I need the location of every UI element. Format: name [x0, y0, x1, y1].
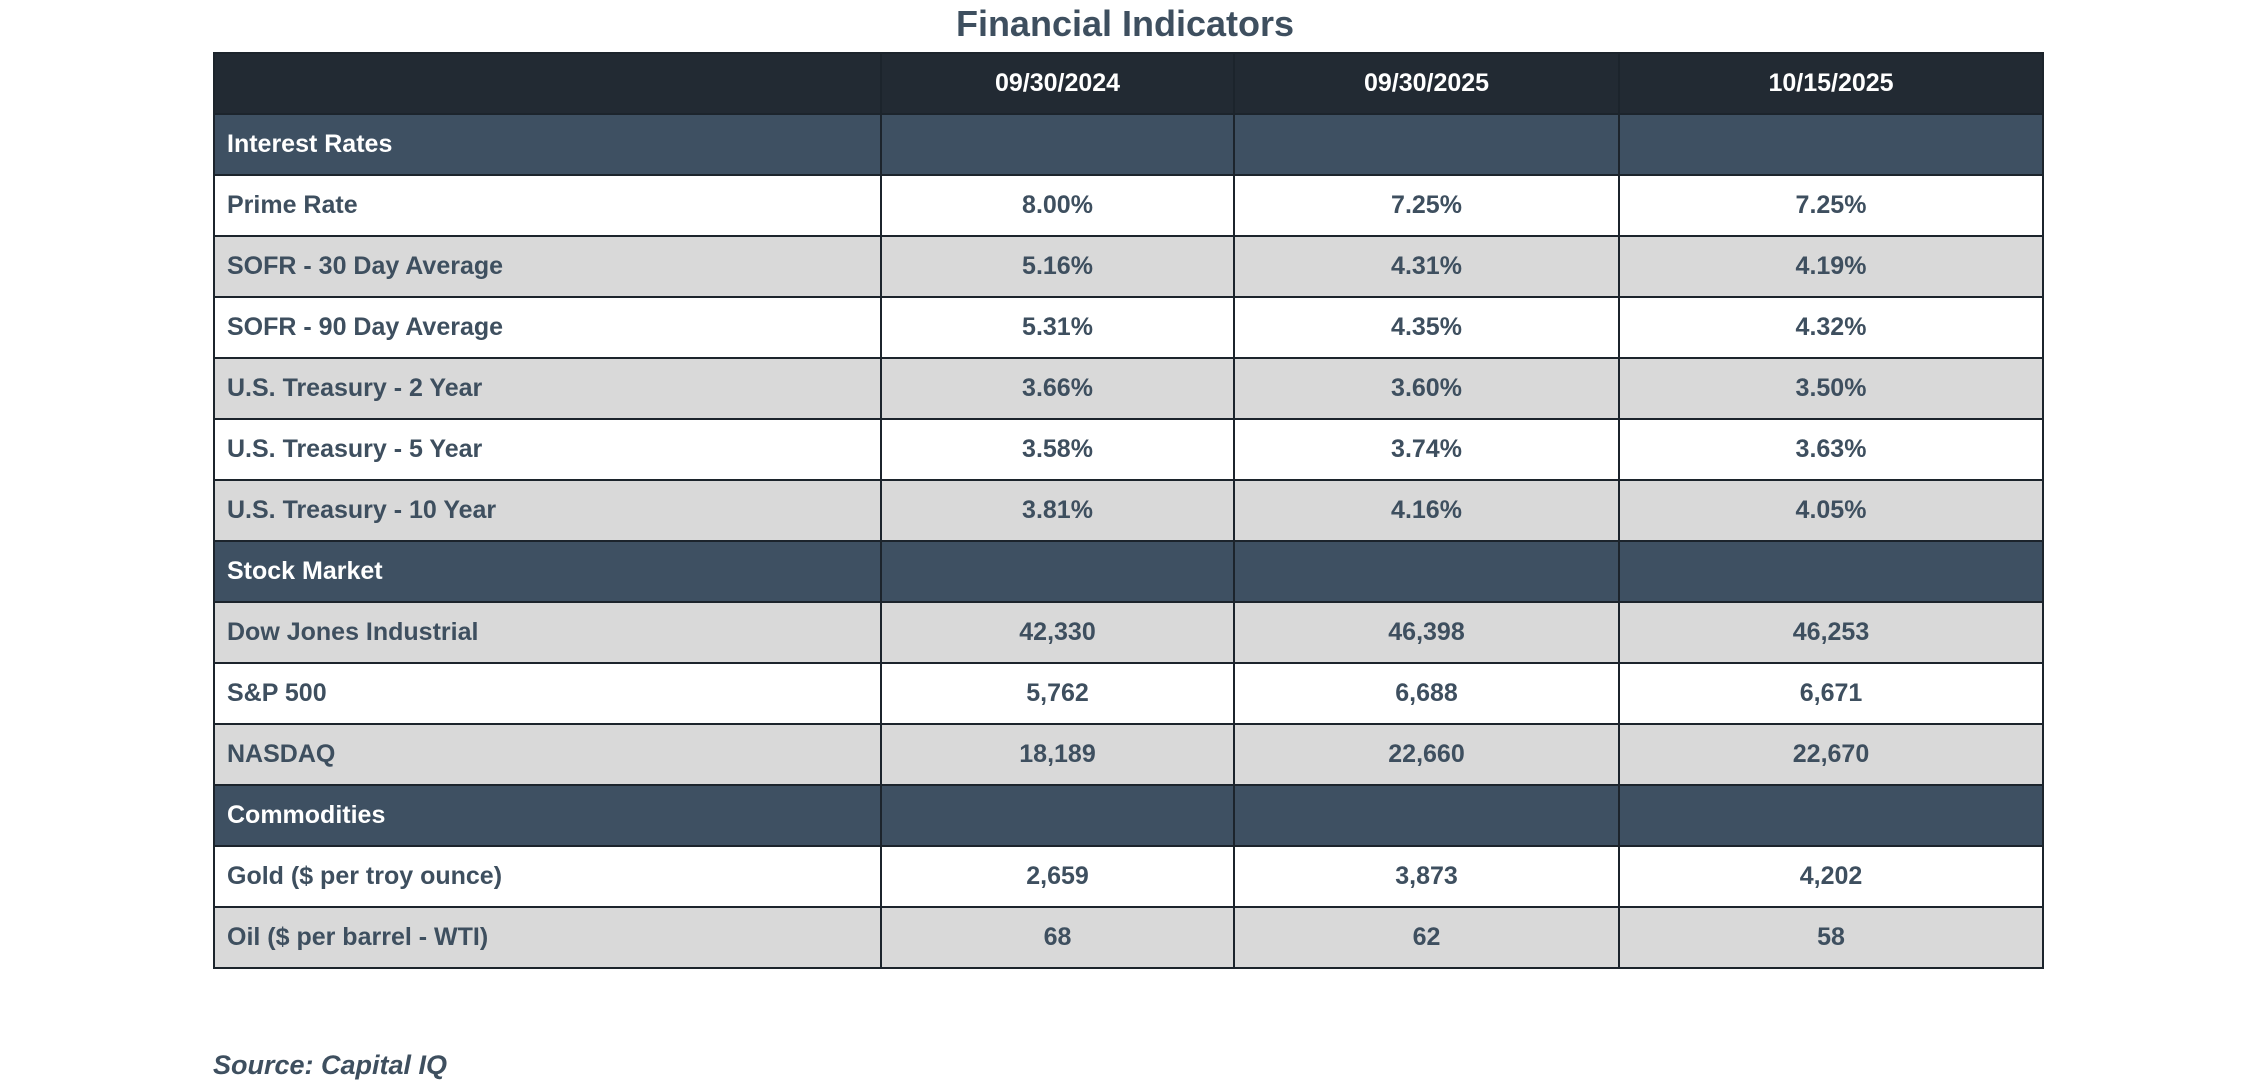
row-value: 5,762: [880, 662, 1235, 725]
section-label: Stock Market: [213, 540, 882, 603]
row-label: SOFR - 30 Day Average: [213, 235, 882, 298]
row-value: 4.31%: [1233, 235, 1620, 298]
section-empty-cell: [880, 784, 1235, 847]
row-value: 5.31%: [880, 296, 1235, 359]
row-label: U.S. Treasury - 10 Year: [213, 479, 882, 542]
table-row: U.S. Treasury - 10 Year 3.81% 4.16% 4.05…: [213, 479, 2044, 542]
row-value: 4.19%: [1618, 235, 2044, 298]
header-cell-date: 10/15/2025: [1618, 52, 2044, 115]
row-value: 8.00%: [880, 174, 1235, 237]
source-note: Source: Capital IQ: [213, 1050, 448, 1080]
section-empty-cell: [880, 113, 1235, 176]
row-value: 3.63%: [1618, 418, 2044, 481]
header-row: 09/30/2024 09/30/2025 10/15/2025: [213, 52, 2044, 115]
row-value: 46,253: [1618, 601, 2044, 664]
table-row: Prime Rate 8.00% 7.25% 7.25%: [213, 174, 2044, 237]
table-row: Dow Jones Industrial 42,330 46,398 46,25…: [213, 601, 2044, 664]
section-empty-cell: [1618, 113, 2044, 176]
row-label: Gold ($ per troy ounce): [213, 845, 882, 908]
row-value: 3.58%: [880, 418, 1235, 481]
table-row: NASDAQ 18,189 22,660 22,670: [213, 723, 2044, 786]
row-value: 3,873: [1233, 845, 1620, 908]
table-row: U.S. Treasury - 2 Year 3.66% 3.60% 3.50%: [213, 357, 2044, 420]
row-value: 68: [880, 906, 1235, 969]
table-row: S&P 500 5,762 6,688 6,671: [213, 662, 2044, 725]
page-title: Financial Indicators: [955, 3, 1295, 44]
table-row: SOFR - 30 Day Average 5.16% 4.31% 4.19%: [213, 235, 2044, 298]
section-empty-cell: [1233, 540, 1620, 603]
row-value: 3.60%: [1233, 357, 1620, 420]
section-empty-cell: [1233, 784, 1620, 847]
row-value: 7.25%: [1233, 174, 1620, 237]
row-value: 3.81%: [880, 479, 1235, 542]
row-value: 4.16%: [1233, 479, 1620, 542]
row-label: Dow Jones Industrial: [213, 601, 882, 664]
row-value: 18,189: [880, 723, 1235, 786]
row-label: NASDAQ: [213, 723, 882, 786]
row-value: 4.35%: [1233, 296, 1620, 359]
section-empty-cell: [1233, 113, 1620, 176]
row-label: SOFR - 90 Day Average: [213, 296, 882, 359]
header-cell-date: 09/30/2025: [1233, 52, 1620, 115]
row-value: 6,688: [1233, 662, 1620, 725]
section-empty-cell: [1618, 540, 2044, 603]
row-value: 6,671: [1618, 662, 2044, 725]
financial-indicators-table: 09/30/2024 09/30/2025 10/15/2025 Interes…: [213, 52, 2044, 969]
row-value: 7.25%: [1618, 174, 2044, 237]
row-value: 22,670: [1618, 723, 2044, 786]
section-empty-cell: [880, 540, 1235, 603]
row-value: 46,398: [1233, 601, 1620, 664]
row-value: 58: [1618, 906, 2044, 969]
section-row-commodities: Commodities: [213, 784, 2044, 847]
row-value: 42,330: [880, 601, 1235, 664]
row-value: 3.66%: [880, 357, 1235, 420]
row-value: 4.32%: [1618, 296, 2044, 359]
row-value: 4,202: [1618, 845, 2044, 908]
table-row: U.S. Treasury - 5 Year 3.58% 3.74% 3.63%: [213, 418, 2044, 481]
row-label: Prime Rate: [213, 174, 882, 237]
row-value: 4.05%: [1618, 479, 2044, 542]
section-row-interest-rates: Interest Rates: [213, 113, 2044, 176]
row-value: 62: [1233, 906, 1620, 969]
row-label: S&P 500: [213, 662, 882, 725]
row-label: U.S. Treasury - 5 Year: [213, 418, 882, 481]
row-value: 5.16%: [880, 235, 1235, 298]
row-value: 3.74%: [1233, 418, 1620, 481]
table-row: Gold ($ per troy ounce) 2,659 3,873 4,20…: [213, 845, 2044, 908]
table-row: Oil ($ per barrel - WTI) 68 62 58: [213, 906, 2044, 969]
section-row-stock-market: Stock Market: [213, 540, 2044, 603]
row-value: 22,660: [1233, 723, 1620, 786]
row-label: U.S. Treasury - 2 Year: [213, 357, 882, 420]
header-cell-label: [213, 52, 882, 115]
section-empty-cell: [1618, 784, 2044, 847]
section-label: Interest Rates: [213, 113, 882, 176]
row-value: 3.50%: [1618, 357, 2044, 420]
row-label: Oil ($ per barrel - WTI): [213, 906, 882, 969]
row-value: 2,659: [880, 845, 1235, 908]
table-row: SOFR - 90 Day Average 5.31% 4.35% 4.32%: [213, 296, 2044, 359]
header-cell-date: 09/30/2024: [880, 52, 1235, 115]
section-label: Commodities: [213, 784, 882, 847]
